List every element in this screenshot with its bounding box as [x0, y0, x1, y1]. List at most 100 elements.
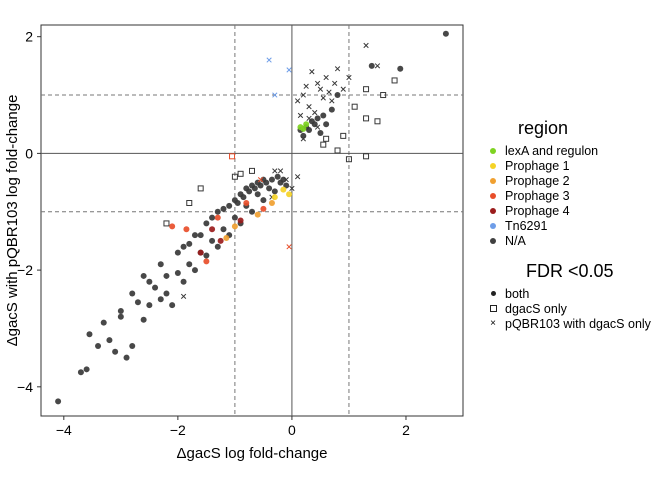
data-point — [263, 179, 270, 186]
data-point — [363, 115, 370, 122]
x-tick-label: −4 — [56, 422, 72, 438]
data-point — [157, 296, 164, 303]
fdr-legend-item: both — [488, 286, 651, 301]
data-point — [334, 66, 341, 72]
data-point — [391, 77, 398, 84]
data-point — [363, 42, 369, 49]
region-legend-item: lexA and regulon — [488, 143, 598, 158]
x-tick-label: 2 — [402, 422, 410, 438]
data-point — [129, 290, 136, 297]
data-point — [169, 302, 176, 309]
x-tick-label: 0 — [288, 422, 296, 438]
data-point — [314, 115, 321, 122]
data-point — [332, 80, 338, 87]
data-point — [180, 243, 187, 250]
y-tick-label: 0 — [25, 145, 33, 161]
legend-key-cross: × — [490, 317, 496, 329]
data-point — [163, 220, 170, 227]
data-point — [249, 208, 255, 215]
data-point — [77, 369, 84, 376]
data-point — [300, 136, 306, 142]
legend-key-dot — [488, 289, 498, 299]
data-point — [340, 86, 346, 92]
data-point — [317, 86, 324, 92]
data-point — [220, 205, 227, 212]
region-legend-label: Prophage 1 — [505, 158, 570, 173]
fdr-legend-item: × pQBR103 with dgacS only — [488, 316, 651, 331]
data-point — [374, 63, 381, 69]
data-point — [323, 135, 330, 142]
highlight-point — [254, 211, 261, 218]
data-point — [112, 348, 119, 355]
data-point — [320, 112, 327, 119]
data-point — [234, 199, 241, 206]
highlight-point — [286, 67, 292, 73]
data-point — [442, 30, 449, 37]
region-legend-item: Prophage 4 — [488, 203, 598, 218]
data-point — [180, 293, 187, 300]
highlight-point — [229, 153, 236, 160]
data-point — [294, 174, 301, 180]
highlight-point — [169, 223, 176, 230]
data-point — [117, 307, 124, 314]
data-point — [309, 69, 315, 75]
region-legend-item: Prophage 2 — [488, 173, 598, 188]
data-point — [152, 284, 159, 291]
legend-key-square — [488, 304, 498, 314]
x-axis-label: ΔgacS log fold-change — [177, 445, 328, 462]
fdr-legend: FDR <0.05 both dgacS only × pQBR103 with dg… — [488, 261, 651, 331]
data-point — [249, 167, 255, 174]
data-point — [314, 80, 321, 87]
fdr-legend-item: dgacS only — [488, 301, 651, 316]
legend-key-dot — [488, 191, 498, 201]
data-point — [266, 185, 273, 192]
data-point — [323, 121, 330, 128]
highlight-point — [286, 244, 292, 250]
data-point — [129, 342, 136, 349]
data-point — [328, 106, 335, 113]
data-point — [363, 86, 370, 93]
highlight-point — [271, 194, 278, 201]
data-point — [123, 354, 130, 361]
y-axis-ticks: −4 −2 0 2 — [17, 29, 41, 395]
data-point — [289, 185, 295, 192]
data-point — [191, 232, 198, 239]
data-point — [220, 226, 227, 233]
region-legend-label: Prophage 2 — [505, 173, 570, 188]
data-point — [283, 176, 289, 183]
data-point — [203, 252, 210, 259]
data-point — [106, 337, 113, 344]
highlight-point — [183, 226, 190, 233]
highlight-point — [272, 92, 278, 98]
highlight-point — [203, 258, 210, 265]
data-point — [303, 83, 309, 89]
data-point — [320, 141, 327, 148]
data-point — [246, 188, 253, 195]
data-point — [254, 191, 261, 198]
data-point — [237, 170, 244, 177]
data-point — [306, 104, 312, 110]
data-point — [397, 65, 404, 72]
data-point — [209, 214, 216, 221]
highlight-point — [237, 217, 244, 224]
fdr-legend-title: FDR <0.05 — [526, 261, 614, 281]
data-point — [306, 115, 312, 122]
region-legend-label: Prophage 4 — [505, 203, 570, 218]
data-point — [323, 74, 329, 81]
highlight-point — [217, 237, 224, 244]
highlight-point — [303, 121, 310, 128]
data-point — [351, 103, 358, 110]
region-legend-label: lexA and regulon — [505, 143, 599, 158]
data-point — [231, 173, 238, 180]
data-point — [340, 132, 347, 139]
data-point — [174, 249, 181, 256]
data-point — [226, 202, 233, 209]
data-point — [95, 342, 102, 349]
plot-panel — [40, 24, 464, 417]
data-point — [197, 185, 204, 192]
data-point — [271, 188, 278, 195]
data-point — [146, 302, 153, 309]
data-point — [300, 92, 306, 98]
data-point — [326, 89, 332, 95]
